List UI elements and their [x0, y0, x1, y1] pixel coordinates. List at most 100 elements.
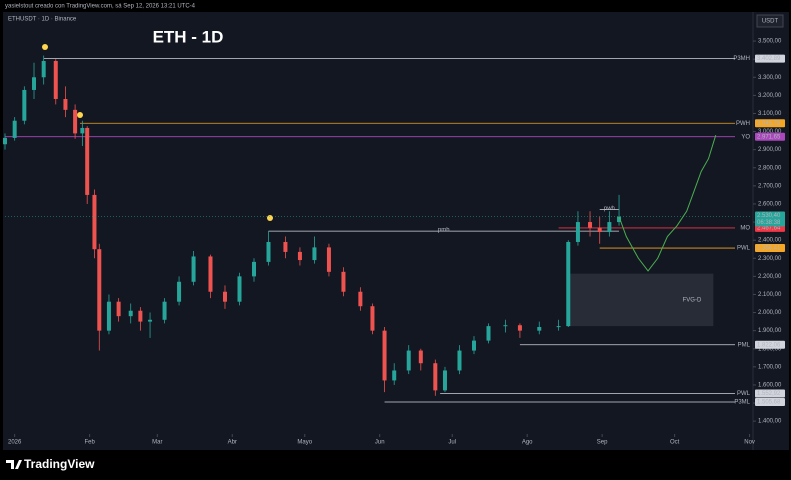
brand-name: TradingView — [24, 457, 95, 471]
x-tick-label: Oct — [670, 440, 680, 446]
y-tick-label: 1.600,00 — [758, 383, 782, 389]
candle-body — [457, 350, 462, 371]
candle-body — [162, 301, 167, 320]
x-tick-label: Mar — [152, 440, 162, 446]
y-tick-label: 1.800,00 — [758, 346, 782, 352]
candle-body — [32, 77, 37, 90]
level-price-box — [755, 244, 785, 253]
level-price-box — [755, 54, 785, 63]
inline-level-name: pwh — [604, 206, 615, 212]
level-price: 2.971,65 — [757, 134, 781, 140]
level-price: 3.402,89 — [757, 56, 781, 62]
candle-body — [208, 256, 213, 292]
candle-body — [442, 370, 447, 391]
y-tick-label: 3.500,00 — [758, 39, 782, 45]
candle-body — [222, 291, 227, 302]
candle-body — [177, 281, 182, 302]
y-tick-label: 1.700,00 — [758, 364, 782, 370]
candle-body — [85, 127, 90, 195]
candle-body — [237, 276, 242, 302]
candle-body — [12, 120, 17, 138]
candle-body — [341, 271, 346, 292]
x-tick-label: 2026 — [8, 440, 22, 446]
candle-body — [63, 98, 68, 110]
candle-body — [433, 363, 438, 391]
level-price-box — [755, 132, 785, 141]
logo-mark — [6, 460, 22, 469]
projection-line — [618, 135, 717, 272]
candle-body — [588, 222, 593, 228]
y-tick-label: 2.300,00 — [758, 256, 782, 262]
candle-body — [392, 370, 397, 381]
candle-body — [382, 330, 387, 381]
countdown: 06:38:38 — [757, 220, 781, 226]
candle-body — [92, 194, 97, 250]
x-tick-label: Nov — [744, 440, 755, 446]
brand-logo: TradingView — [6, 457, 95, 471]
candle-body — [575, 222, 580, 242]
y-tick-label: 2.000,00 — [758, 310, 782, 316]
level-price: 3.045,78 — [757, 121, 781, 127]
candle-body — [418, 350, 423, 364]
candle-body — [326, 247, 331, 272]
x-tick-label: Jun — [375, 440, 385, 446]
x-tick-label: Ago — [522, 440, 533, 446]
level-name: YO — [741, 134, 750, 140]
candle-body — [617, 216, 622, 223]
y-tick-label: 2.600,00 — [758, 202, 782, 208]
level-name: PWL — [737, 391, 751, 397]
candle-body — [41, 60, 46, 78]
y-tick-label: 3.200,00 — [758, 93, 782, 99]
chart-title: ETH - 1D — [153, 27, 224, 46]
candle-body — [370, 306, 375, 331]
candle-body — [73, 109, 78, 134]
candle-body — [252, 261, 256, 277]
candle-body — [556, 326, 561, 328]
last-price: 2.530,40 — [757, 213, 781, 219]
currency-box — [756, 14, 784, 28]
level-price: 2.356,41 — [757, 246, 781, 252]
y-tick-label: 3.100,00 — [758, 111, 782, 117]
level-name: PWL — [737, 246, 751, 252]
candle-body — [283, 241, 288, 252]
candle-body — [148, 319, 153, 322]
candle-body — [97, 249, 102, 331]
y-tick-label: 3.000,00 — [758, 129, 782, 135]
symbol-line: ETHUSDT · 1D · Binance — [8, 17, 77, 23]
y-tick-label: 2.400,00 — [758, 238, 782, 244]
candle-body — [22, 89, 27, 121]
level-name: PML — [738, 342, 751, 348]
candle-body — [517, 325, 522, 331]
level-name: P3MH — [733, 56, 750, 62]
y-tick-label: 2.800,00 — [758, 165, 782, 171]
bulb-icon — [77, 112, 83, 118]
candle-body — [486, 326, 491, 341]
level-price: 1.505,68 — [757, 400, 781, 406]
candle-body — [53, 60, 58, 99]
candle-body — [607, 222, 612, 233]
level-name: MO — [740, 225, 750, 231]
y-tick-label: 2.100,00 — [758, 292, 782, 298]
candle-body — [406, 350, 411, 371]
x-tick-label: Mayo — [297, 440, 312, 446]
y-tick-label: 2.700,00 — [758, 183, 782, 189]
x-tick-label: Abr — [228, 440, 237, 446]
candle-body — [503, 325, 508, 327]
inline-level-name: pmh — [438, 228, 450, 234]
x-tick-label: Feb — [84, 440, 95, 446]
candle-body — [471, 340, 476, 351]
candle-body — [80, 127, 85, 134]
level-price-box — [755, 389, 785, 398]
candle-body — [597, 227, 602, 233]
candle-body — [191, 256, 196, 282]
candle-body — [537, 327, 542, 331]
fvg-zone — [568, 273, 714, 327]
candle-body — [116, 301, 121, 317]
level-price-box — [755, 398, 785, 407]
candle-body — [566, 241, 571, 327]
last-price-box — [755, 211, 785, 227]
candle-body — [266, 241, 271, 262]
y-tick-label: 2.200,00 — [758, 274, 782, 280]
bulb-icon — [42, 44, 48, 50]
